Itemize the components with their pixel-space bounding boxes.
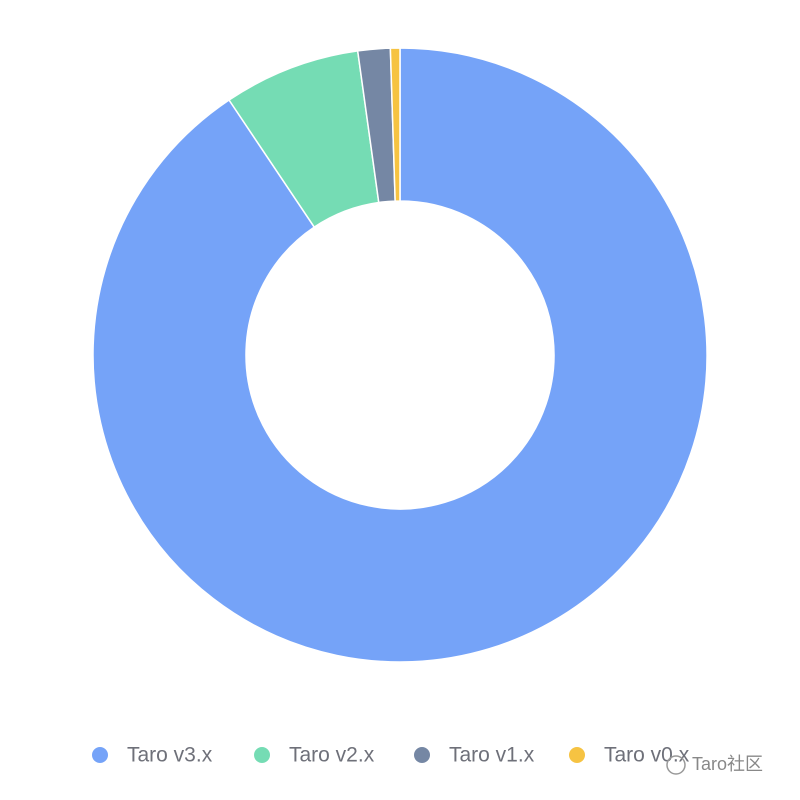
legend-label: Taro v1.x — [449, 744, 535, 767]
slice — [92, 47, 708, 663]
legend-label: Taro v2.x — [289, 744, 375, 767]
legend-swatch — [414, 747, 430, 763]
watermark-text: Taro社区 — [692, 754, 763, 774]
legend-label: Taro v3.x — [127, 744, 213, 767]
legend-swatch — [92, 747, 108, 763]
legend-swatch — [569, 747, 585, 763]
legend: Taro v3.x Taro v2.x Taro v1.x Taro v0.x — [92, 744, 690, 767]
watermark-icon — [666, 755, 686, 775]
legend-label: Taro v0.x — [604, 744, 690, 767]
slice — [389, 47, 401, 202]
legend-swatch — [254, 747, 270, 763]
watermark: Taro社区 — [666, 754, 763, 775]
donut — [92, 47, 708, 663]
